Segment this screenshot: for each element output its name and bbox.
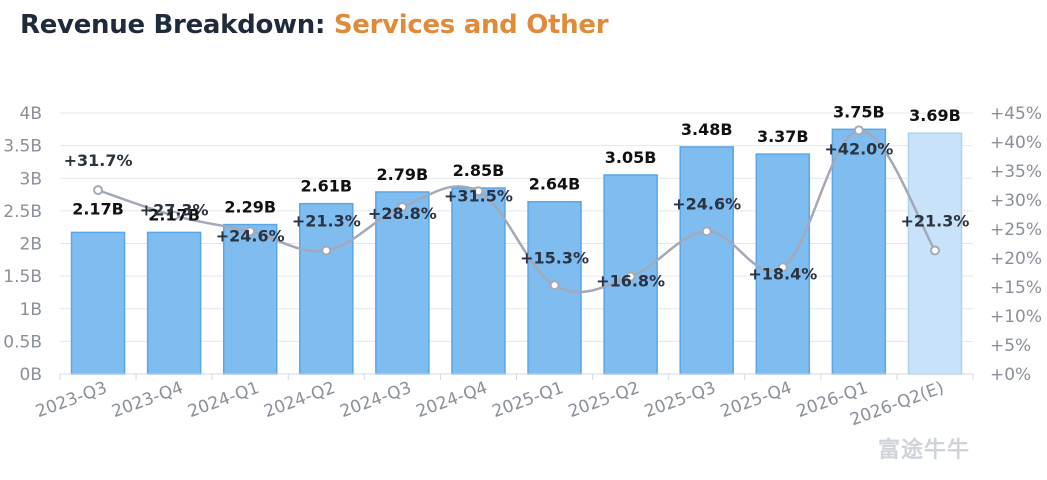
- x-tick-label: 2023-Q3: [33, 378, 110, 422]
- x-tick-label: 2025-Q4: [718, 378, 795, 422]
- growth-point: [929, 245, 940, 256]
- bar-value-label: 3.75B: [833, 102, 885, 121]
- watermark-logo: 富途牛牛: [878, 438, 971, 463]
- growth-point: [777, 262, 788, 273]
- x-tick-label: 2025-Q2: [566, 378, 643, 422]
- growth-point: [549, 280, 560, 291]
- y-left-tick-label: 0.5B: [3, 332, 42, 352]
- x-tick-label: 2025-Q3: [642, 378, 719, 422]
- growth-point: [321, 245, 332, 256]
- bar-value-label: 2.17B: [148, 205, 200, 224]
- y-right-tick-label: +30%: [990, 191, 1042, 211]
- bar-value-label: 2.17B: [72, 199, 124, 218]
- y-left-tick-label: 2B: [20, 235, 42, 255]
- growth-value-label: +27.3%: [140, 201, 209, 220]
- growth-point: [397, 201, 408, 212]
- x-tick-label: 2024-Q3: [338, 378, 415, 422]
- y-left-tick-label: 3B: [20, 169, 42, 189]
- y-left-tick-label: 3.5B: [3, 137, 42, 157]
- growth-value-label: +21.3%: [292, 211, 361, 230]
- y-right-tick-label: +25%: [990, 220, 1042, 240]
- bar-value-label: 2.85B: [453, 161, 505, 180]
- y-left-tick-label: 1B: [20, 300, 42, 320]
- growth-value-label: +24.6%: [216, 226, 285, 245]
- y-left-tick-label: 4B: [20, 104, 42, 124]
- chart-title-main: Revenue Breakdown:: [20, 10, 334, 40]
- x-tick-label: 2024-Q1: [185, 378, 262, 422]
- x-tick-label: 2024-Q2: [261, 378, 338, 422]
- growth-value-label: +15.3%: [520, 248, 589, 267]
- growth-point: [169, 210, 180, 221]
- bar: [70, 231, 126, 375]
- bar: [299, 202, 354, 375]
- y-left-tick-label: 2.5B: [3, 202, 42, 222]
- growth-value-label: +21.3%: [900, 211, 969, 230]
- bar: [679, 146, 734, 375]
- bar-value-label: 3.69B: [909, 106, 961, 125]
- bar-value-label: 3.05B: [605, 148, 657, 167]
- growth-point: [701, 226, 712, 237]
- growth-value-label: +42.0%: [824, 139, 893, 158]
- growth-value-label: +16.8%: [596, 272, 665, 291]
- y-right-tick-label: +10%: [990, 307, 1042, 327]
- bar-value-label: 2.29B: [224, 198, 276, 217]
- bar: [451, 187, 506, 375]
- bar: [222, 223, 278, 375]
- bar: [146, 231, 202, 375]
- chart-title-accent: Services and Other: [333, 10, 609, 40]
- growth-value-label: +18.4%: [748, 264, 817, 283]
- y-left-tick-label: 0B: [20, 365, 42, 385]
- bar-value-label: 2.64B: [529, 175, 581, 194]
- y-right-tick-label: +20%: [990, 249, 1042, 269]
- x-tick-label: 2025-Q1: [490, 378, 567, 422]
- bar-value-label: 2.61B: [300, 177, 352, 196]
- y-right-tick-label: +5%: [990, 336, 1031, 356]
- growth-point: [93, 185, 104, 196]
- y-right-tick-label: +15%: [990, 278, 1042, 298]
- growth-value-label: +24.6%: [672, 194, 741, 213]
- growth-point: [473, 186, 484, 197]
- chart-title: Revenue Breakdown: Services and Other: [20, 10, 609, 40]
- bar-value-label: 3.48B: [681, 120, 733, 139]
- x-tick-label: 2023-Q4: [109, 378, 186, 422]
- growth-point: [245, 226, 256, 237]
- growth-value-label: +31.7%: [64, 151, 133, 170]
- y-right-tick-label: +35%: [990, 162, 1042, 182]
- bar: [375, 191, 430, 375]
- bar: [831, 128, 887, 375]
- y-right-tick-label: +45%: [990, 104, 1042, 124]
- growth-value-label: +28.8%: [368, 204, 437, 223]
- x-tick-label: 2024-Q4: [414, 378, 491, 422]
- bar-value-label: 2.79B: [377, 165, 429, 184]
- growth-point: [625, 271, 636, 282]
- growth-point: [853, 125, 864, 136]
- y-right-tick-label: +0%: [990, 365, 1031, 385]
- growth-value-label: +31.5%: [444, 186, 513, 205]
- y-left-tick-label: 1.5B: [3, 267, 42, 287]
- bar-value-label: 3.37B: [757, 127, 809, 146]
- y-right-tick-label: +40%: [990, 133, 1042, 153]
